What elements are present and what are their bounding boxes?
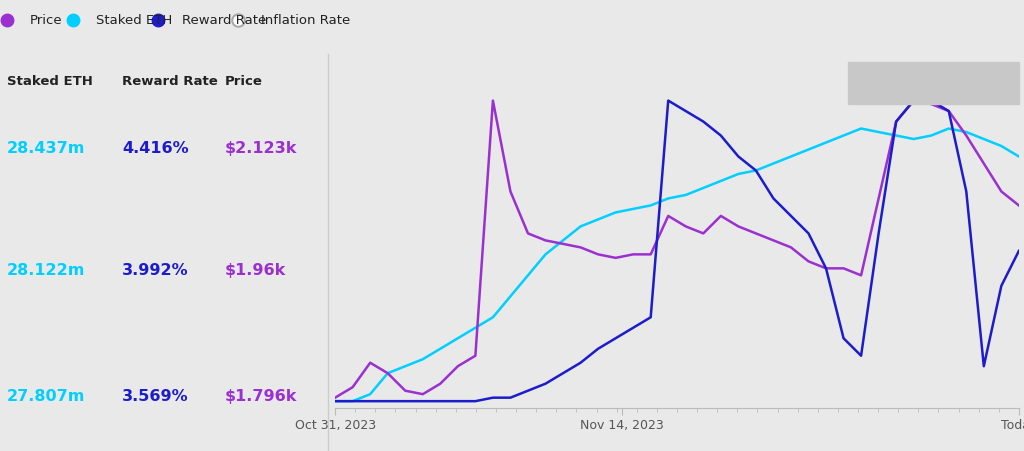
Text: $1.796k: $1.796k <box>224 389 297 405</box>
Text: Price: Price <box>224 75 262 87</box>
Text: $2.123k: $2.123k <box>224 141 297 156</box>
Text: Reward Rate: Reward Rate <box>181 14 266 27</box>
Text: 3.992%: 3.992% <box>122 263 188 278</box>
Text: 4.416%: 4.416% <box>122 141 188 156</box>
Text: Staked ETH: Staked ETH <box>95 14 172 27</box>
Text: Staked ETH: Staked ETH <box>6 75 92 87</box>
Text: $1.96k: $1.96k <box>224 263 286 278</box>
Text: Inflation Rate: Inflation Rate <box>261 14 350 27</box>
Text: 28.437m: 28.437m <box>6 141 85 156</box>
Text: Reward Rate: Reward Rate <box>122 75 218 87</box>
Text: 27.807m: 27.807m <box>6 389 85 405</box>
Text: Price: Price <box>30 14 62 27</box>
Text: 3.569%: 3.569% <box>122 389 188 405</box>
Text: 28.122m: 28.122m <box>6 263 85 278</box>
Bar <box>848 62 1019 104</box>
